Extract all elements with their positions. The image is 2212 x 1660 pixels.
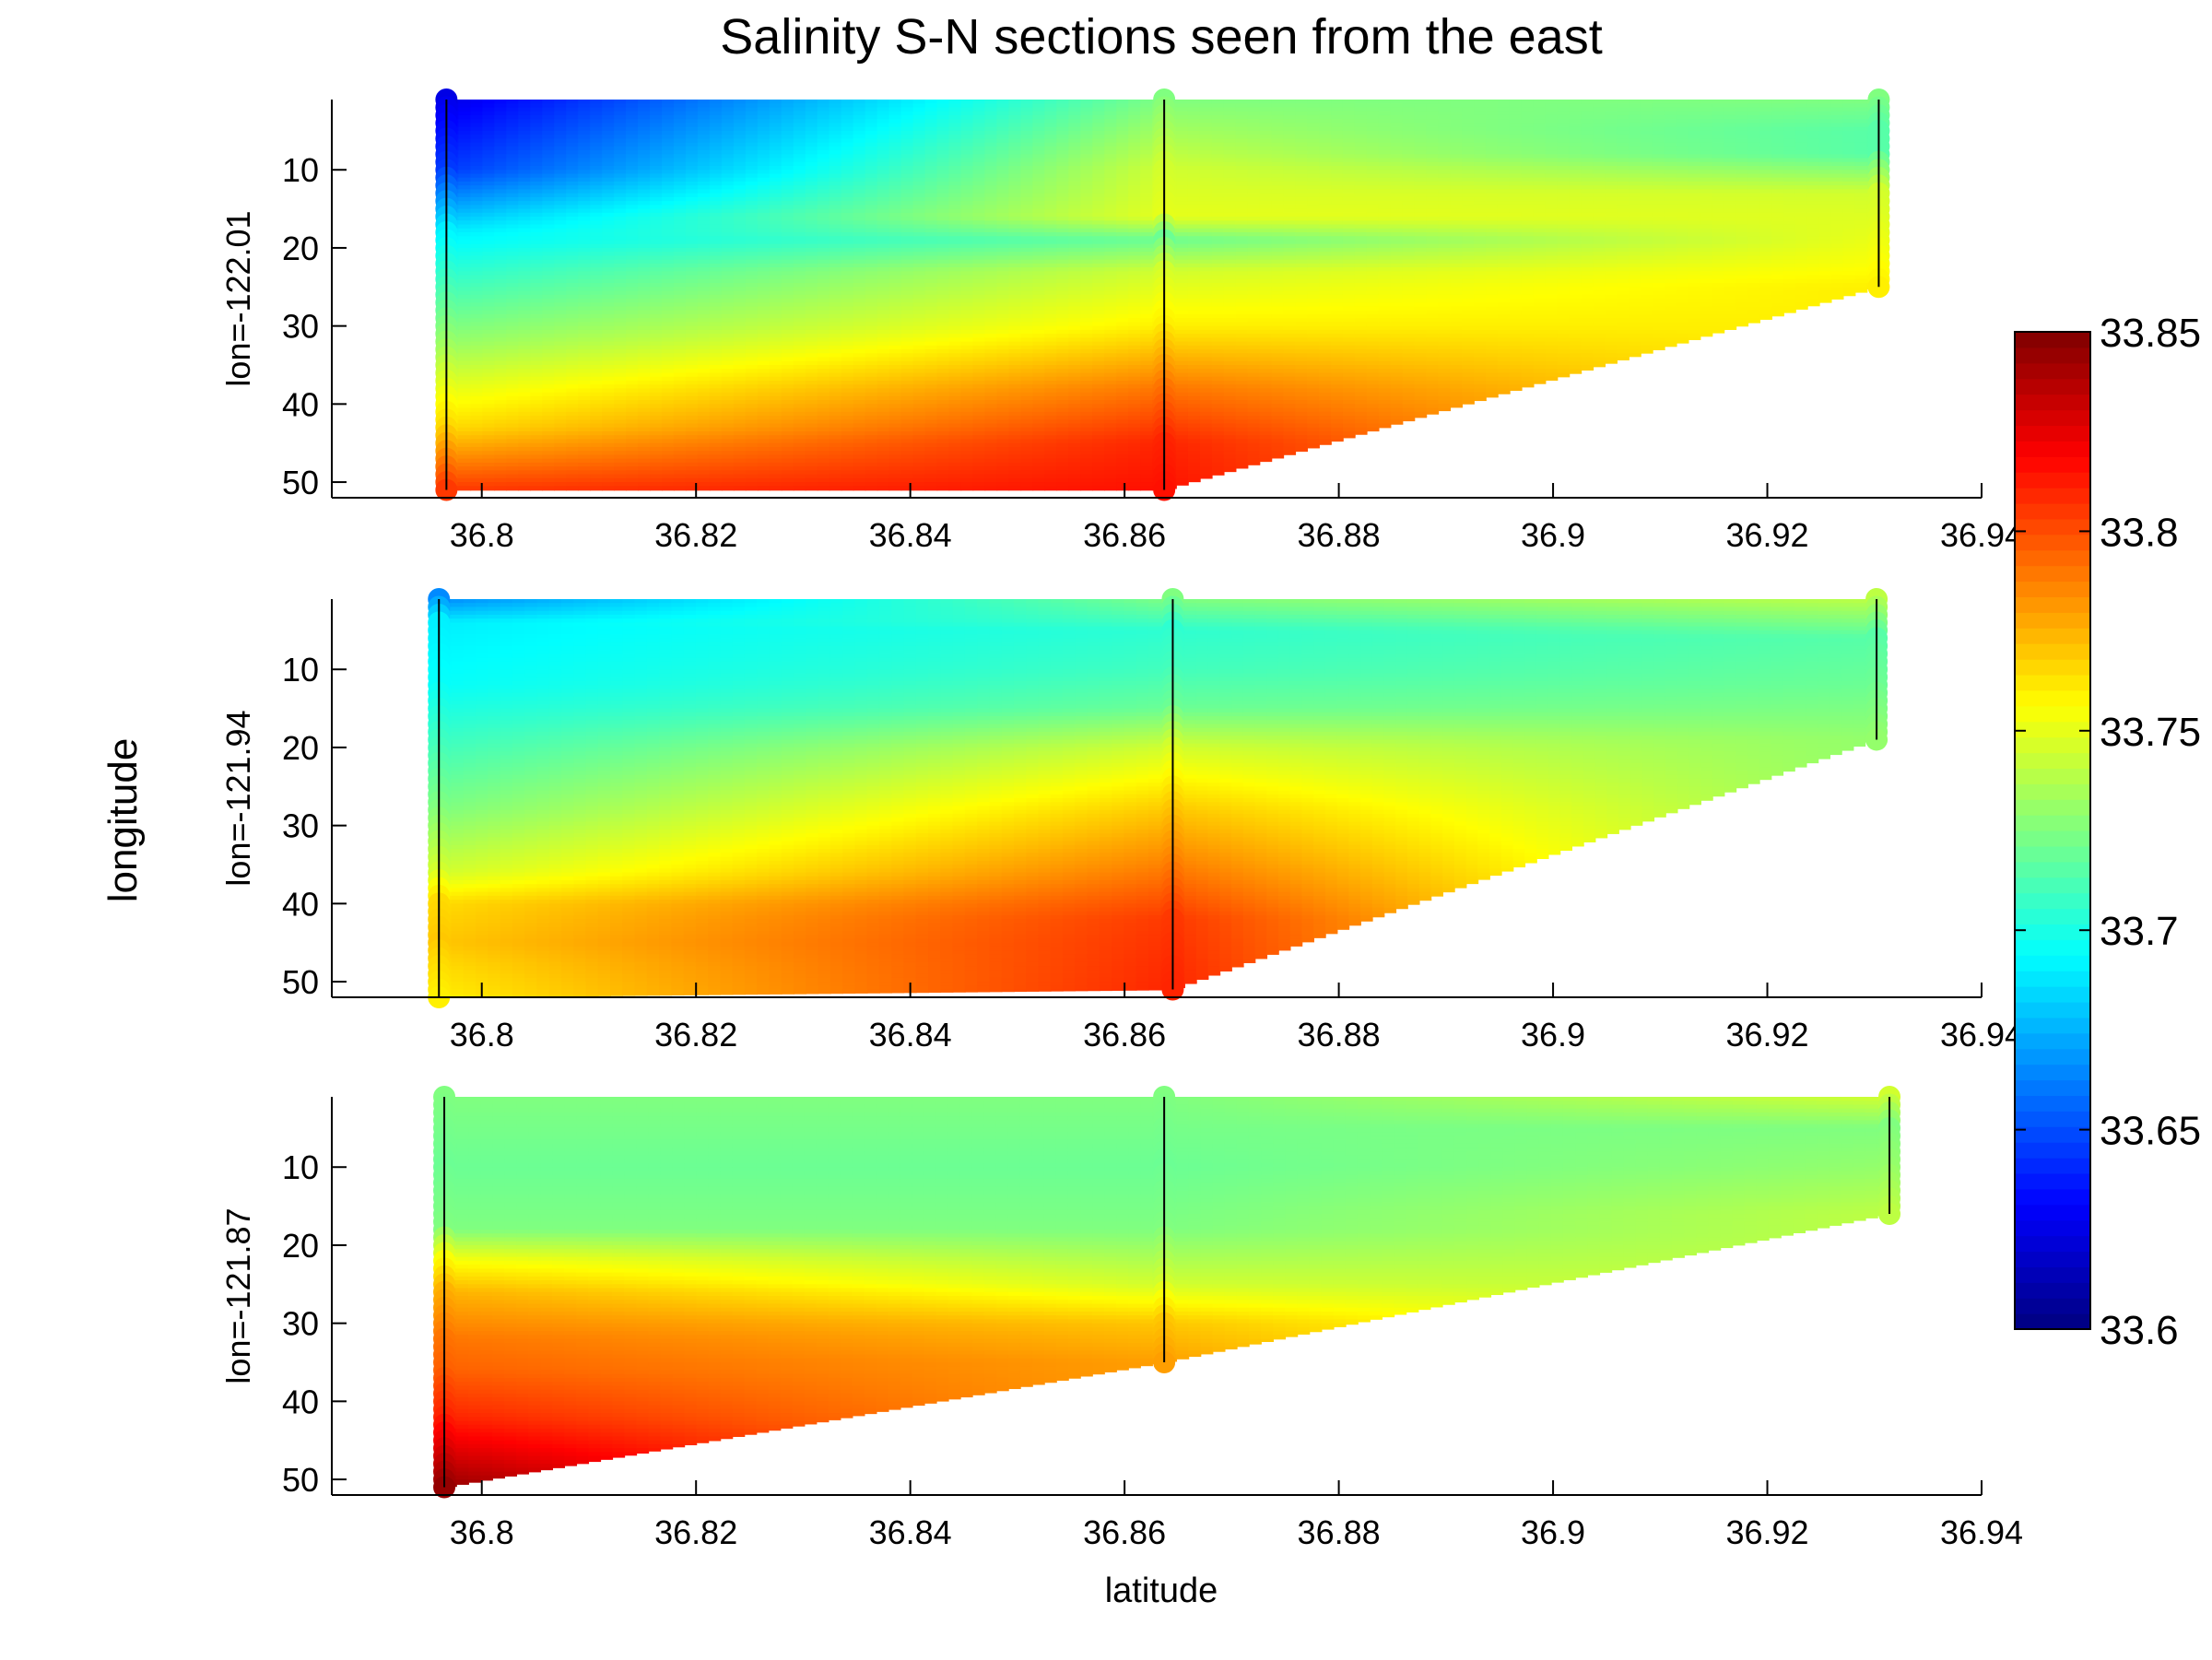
section-cell [542, 486, 555, 490]
section-cell [530, 486, 543, 490]
y-axis-super-label: longitude [100, 738, 146, 903]
section-cell [554, 486, 567, 490]
chart-title: Salinity S-N sections seen from the east [720, 9, 1602, 65]
section-cell [482, 486, 495, 490]
salinity-figure: Salinity S-N sections seen from the east… [0, 0, 2212, 1660]
section-cell [518, 486, 531, 490]
section-cell [494, 486, 507, 490]
x-axis-label: latitude [1105, 1572, 1218, 1610]
section-cell [458, 486, 471, 490]
section-cell [506, 486, 519, 490]
section-cell [578, 486, 591, 490]
section-cell [566, 486, 579, 490]
section-cell [590, 486, 603, 490]
